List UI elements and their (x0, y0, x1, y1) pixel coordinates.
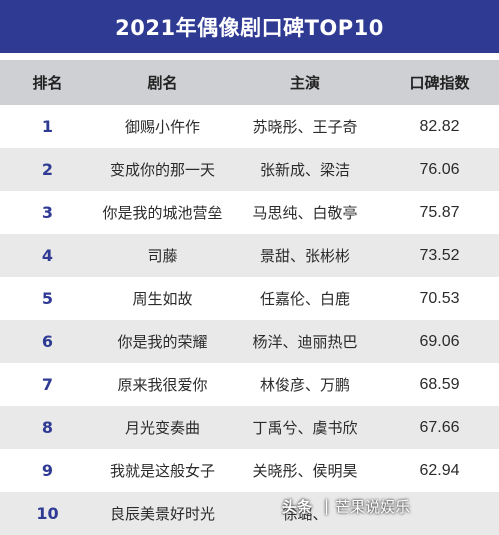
page-title: 2021年偶像剧口碑TOP10 (115, 15, 384, 40)
table-row: 4 司藤 景甜、张彬彬 73.52 (0, 234, 499, 277)
drama-cell: 原来我很爱你 (117, 376, 208, 394)
table-row: 8 月光变奏曲 丁禹兮、虞书欣 67.66 (0, 406, 499, 449)
table-row: 3 你是我的城池营垒 马思纯、白敬亭 75.87 (0, 191, 499, 234)
cast-cell: 苏晓彤、王子奇 (252, 118, 358, 136)
title-bar: 2021年偶像剧口碑TOP10 (0, 0, 499, 53)
ranking-table: 排名 剧名 主演 口碑指数 1 御赐小仵作 苏晓彤、王子奇 82.82 2 变成… (0, 60, 499, 535)
drama-cell: 你是我的荣耀 (117, 333, 208, 351)
watermark-text: 芒果说娱乐 (335, 497, 411, 516)
score-cell: 70.53 (419, 289, 460, 307)
score-cell: 68.59 (419, 375, 460, 393)
drama-cell: 你是我的城池营垒 (102, 204, 223, 222)
rank-cell: 4 (41, 246, 54, 265)
score-cell: 67.66 (419, 418, 460, 436)
watermark-separator: | (324, 497, 330, 515)
table-row: 2 变成你的那一天 张新成、梁洁 76.06 (0, 148, 499, 191)
rank-cell: 8 (41, 418, 54, 437)
score-cell: 69.06 (419, 332, 460, 350)
score-cell: 82.82 (419, 117, 460, 135)
rank-cell: 6 (41, 332, 54, 351)
rank-cell: 1 (41, 117, 54, 136)
rank-cell: 2 (41, 160, 54, 179)
cast-cell: 景甜、张彬彬 (259, 247, 350, 265)
header-cast: 主演 (289, 74, 320, 92)
watermark-logo: 头条 (282, 497, 313, 516)
cast-cell: 杨洋、迪丽热巴 (252, 333, 358, 351)
drama-cell: 变成你的那一天 (109, 161, 215, 179)
drama-cell: 御赐小仵作 (124, 118, 200, 136)
watermark: 头条 | 芒果说娱乐 (282, 493, 410, 519)
header-drama: 剧名 (147, 74, 178, 92)
table-row: 9 我就是这般女子 关晓彤、侯明昊 62.94 (0, 449, 499, 492)
table-row: 1 御赐小仵作 苏晓彤、王子奇 82.82 (0, 105, 499, 148)
drama-cell: 司藤 (147, 247, 178, 265)
rank-cell: 10 (36, 504, 59, 523)
drama-cell: 我就是这般女子 (109, 462, 215, 480)
rank-cell: 7 (41, 375, 54, 394)
score-cell: 73.52 (419, 246, 460, 264)
header-rank: 排名 (32, 74, 63, 92)
table-header-row: 排名 剧名 主演 口碑指数 (0, 60, 499, 105)
score-cell: 75.87 (419, 203, 460, 221)
table-row: 6 你是我的荣耀 杨洋、迪丽热巴 69.06 (0, 320, 499, 363)
score-cell: 62.94 (419, 461, 460, 479)
cast-cell: 关晓彤、侯明昊 (252, 462, 358, 480)
table-row: 5 周生如故 任嘉伦、白鹿 70.53 (0, 277, 499, 320)
cast-cell: 马思纯、白敬亭 (252, 204, 358, 222)
drama-cell: 月光变奏曲 (124, 419, 200, 437)
rank-cell: 3 (41, 203, 54, 222)
drama-cell: 良辰美景好时光 (109, 505, 215, 523)
drama-cell: 周生如故 (132, 290, 193, 308)
header-score: 口碑指数 (409, 74, 470, 92)
cast-cell: 林俊彦、万鹏 (259, 376, 350, 394)
table-row: 10 良辰美景好时光 徐璐、 (0, 492, 499, 535)
cast-cell: 徐璐、 (282, 505, 328, 523)
cast-cell: 丁禹兮、虞书欣 (252, 419, 358, 437)
table-row: 7 原来我很爱你 林俊彦、万鹏 68.59 (0, 363, 499, 406)
rank-cell: 9 (41, 461, 54, 480)
score-cell: 76.06 (419, 160, 460, 178)
rank-cell: 5 (41, 289, 54, 308)
cast-cell: 张新成、梁洁 (259, 161, 350, 179)
cast-cell: 任嘉伦、白鹿 (259, 290, 350, 308)
